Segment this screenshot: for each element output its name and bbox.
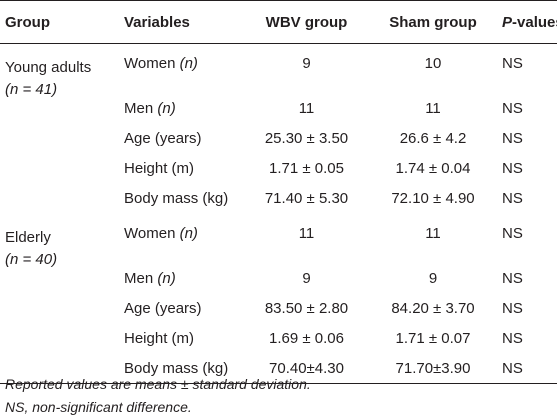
group-n: (n = 40) [5,250,58,268]
variable-unit: (n) [179,55,198,72]
group-cell-empty [0,294,118,324]
sham-value: 1.74 ± 0.04 [395,160,471,177]
group-cell-empty [0,324,118,354]
variable-cell: Height (m) [124,330,195,347]
table-row: Height (m) 1.71 ± 0.05 1.74 ± 0.04 NS [0,154,557,184]
participants-table: Group Variables WBV group Sham group P-v… [0,0,557,384]
table-row: Height (m) 1.69 ± 0.06 1.71 ± 0.07 NS [0,324,557,354]
variable-cell: Height (m) [124,160,195,177]
table-row: Young adults (n = 41) Women (n) 9 10 NS [0,44,557,98]
group-n: (n = 41) [5,81,58,98]
variable-cell: Age (years) [124,130,202,147]
table-footnotes: Reported values are means ± standard dev… [5,373,311,419]
variable-label: Men [124,100,154,117]
variable-unit: (n) [179,224,198,242]
variable-label: Women [124,55,176,72]
p-value: NS [502,100,523,117]
wbv-value: 83.50 ± 2.80 [264,300,349,317]
p-value: NS [502,160,523,177]
p-value: NS [502,300,523,317]
p-value: NS [502,270,523,287]
sham-value: 26.6 ± 4.2 [399,130,467,147]
wbv-value: 25.30 ± 3.50 [264,130,349,147]
variable-cell: Men (n) [118,94,239,124]
sham-value: 1.71 ± 0.07 [395,330,471,347]
header-p-letter: P [502,13,513,31]
table-row: Age (years) 25.30 ± 3.50 26.6 ± 4.2 NS [0,124,557,154]
sham-value: 84.20 ± 3.70 [391,300,475,317]
p-value: NS [488,353,557,384]
variable-cell: Age (years) [124,300,202,317]
footnote-means: Reported values are means ± standard dev… [5,376,311,392]
table-row: Elderly (n = 40) Women (n) 11 11 NS [0,214,557,268]
group-cell-empty [0,353,118,384]
header-sham-group: Sham group [389,13,477,31]
table-row: Body mass (kg) 71.40 ± 5.30 72.10 ± 4.90… [0,184,557,214]
footnote-ns: NS, non-significant difference. [5,399,192,415]
table-row: Body mass (kg) 70.40±4.30 71.70±3.90 NS [0,353,557,384]
sham-value: 71.70±3.90 [370,353,488,384]
group-label: Elderly [5,228,51,246]
sham-value: 11 [425,224,441,242]
header-p-suffix: -values [512,13,557,31]
p-value: NS [502,130,523,147]
variable-label: Women [124,224,176,242]
header-wbv-group: WBV group [265,13,348,31]
table-header: Group Variables WBV group Sham group P-v… [0,0,557,44]
p-value: NS [502,190,523,207]
variable-cell: Body mass (kg) [118,353,239,384]
header-group: Group [5,13,50,31]
header-row: Group Variables WBV group Sham group P-v… [0,0,557,44]
group-cell-empty [0,124,118,154]
table-row: Men (n) 11 11 NS [0,94,557,124]
variable-label: Men [124,270,154,287]
p-value: NS [502,224,523,242]
table-row: Men (n) 9 9 NS [0,264,557,294]
group-cell-young-adults: Young adults (n = 41) [0,44,118,124]
p-value: NS [502,330,523,347]
p-value: NS [502,55,523,72]
sham-value: 72.10 ± 4.90 [391,190,475,207]
group-cell-empty [0,184,118,214]
wbv-value: 1.69 ± 0.06 [269,330,344,347]
variable-unit: (n) [157,270,176,287]
variable-unit: (n) [157,100,176,117]
group-label: Young adults [5,59,92,76]
group-cell-elderly: Elderly (n = 40) [0,214,118,294]
variable-cell: Women (n) [118,214,239,264]
sham-value: 9 [428,270,438,287]
group-cell-empty [0,154,118,184]
wbv-value: 1.71 ± 0.05 [269,160,344,177]
wbv-value: 70.40±4.30 [239,353,370,384]
wbv-value: 11 [298,100,315,117]
wbv-value: 9 [302,55,311,72]
sham-value: 11 [425,100,441,117]
wbv-value: 9 [302,270,311,287]
table-row: Age (years) 83.50 ± 2.80 84.20 ± 3.70 NS [0,294,557,324]
variable-cell: Women (n) [118,44,239,94]
wbv-value: 71.40 ± 5.30 [264,190,349,207]
variable-cell: Men (n) [118,264,239,294]
sham-value: 10 [424,55,442,72]
variable-cell: Body mass (kg) [124,190,229,207]
header-p-values: P-values [488,1,557,44]
header-variables: Variables [124,13,190,31]
wbv-value: 11 [298,224,315,242]
table-body: Young adults (n = 41) Women (n) 9 10 NS … [0,44,557,384]
data-table-container: Group Variables WBV group Sham group P-v… [0,0,557,384]
